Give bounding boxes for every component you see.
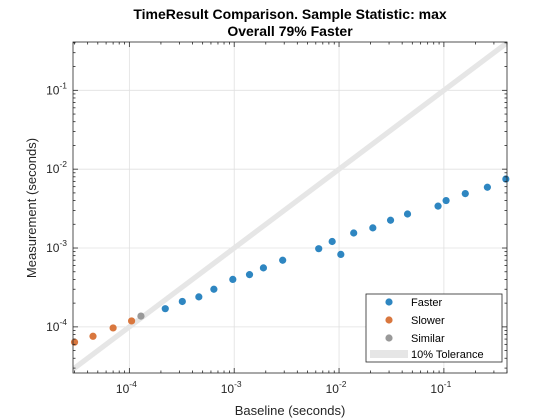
data-point-faster [315, 245, 323, 253]
chart-title: TimeResult Comparison. Sample Statistic:… [133, 6, 446, 22]
x-tick-label-base: 10 [116, 382, 130, 396]
y-tick-label-base: 10 [46, 83, 60, 97]
axes-box [72, 41, 508, 374]
chart-subtitle: Overall 79% Faster [227, 23, 353, 39]
data-point-faster [279, 256, 287, 264]
data-point-slower [109, 324, 117, 332]
data-point-faster [210, 285, 218, 293]
data-point-faster [442, 196, 450, 205]
x-tick-label: 10-1 [430, 379, 451, 396]
y-tick-label: 10-4 [46, 317, 67, 334]
y-tick-label: 10-2 [46, 159, 67, 176]
legend-label-tolerance: 10% Tolerance [411, 349, 484, 361]
data-point-faster [403, 210, 412, 218]
data-point-faster [350, 229, 358, 237]
y-tick-label-base: 10 [46, 162, 60, 176]
x-tick-label: 10-4 [116, 379, 137, 396]
data-point-faster [195, 293, 203, 301]
data-point-faster [483, 183, 491, 191]
data-point-faster [229, 275, 237, 283]
legend-label-similar: Similar [411, 333, 445, 345]
x-tick-label-base: 10 [221, 382, 235, 396]
data-point-faster [245, 271, 254, 279]
x-tick-label-base: 10 [326, 382, 340, 396]
y-tick-label-base: 10 [46, 241, 60, 255]
y-tick-label-exponent: -3 [59, 238, 67, 248]
y-tick-label-exponent: -1 [59, 80, 67, 90]
data-point-faster [461, 189, 469, 198]
data-point-faster [337, 250, 345, 259]
legend-label-slower: Slower [411, 315, 445, 327]
data-point-faster [502, 175, 510, 183]
legend: Faster Slower Similar 10% Tolerance [365, 293, 503, 363]
x-axis-label: Baseline (seconds) [235, 403, 346, 418]
y-tick-label-base: 10 [46, 320, 60, 334]
data-points [70, 175, 510, 346]
x-tick-label-exponent: -3 [234, 379, 242, 389]
y-tick-label: 10-1 [46, 80, 67, 97]
tolerance-band [73, 42, 507, 373]
y-tick-label-exponent: -4 [59, 317, 67, 327]
legend-label-faster: Faster [411, 297, 443, 309]
data-point-faster [259, 264, 268, 272]
x-tick-label: 10-2 [326, 379, 347, 396]
data-point-faster [328, 237, 336, 246]
tick-labels: 10-4 10-3 10-2 10-110-410-310-210-1 [46, 80, 452, 396]
data-point-faster [386, 216, 395, 224]
y-tick-label: 10-3 [46, 238, 67, 255]
data-point-similar [137, 312, 145, 320]
x-tick-label: 10-3 [221, 379, 242, 396]
data-point-faster [434, 202, 442, 210]
data-point-slower [89, 332, 97, 340]
data-point-faster [178, 297, 186, 306]
y-tick-label-exponent: -2 [59, 159, 67, 169]
legend-marker-similar [385, 334, 393, 342]
y-axis-label: Measurement (seconds) [24, 138, 39, 278]
x-tick-label-exponent: -4 [129, 379, 137, 389]
data-point-faster [161, 305, 169, 313]
tolerance-band-area [73, 42, 507, 373]
x-tick-label-base: 10 [430, 382, 444, 396]
data-point-slower [127, 317, 136, 325]
x-tick-label-exponent: -1 [444, 379, 452, 389]
legend-marker-slower [385, 316, 393, 324]
x-tick-label-exponent: -2 [339, 379, 347, 389]
data-point-faster [369, 224, 377, 232]
legend-marker-faster [385, 298, 393, 306]
axes [72, 41, 508, 374]
legend-marker-tolerance [370, 350, 408, 358]
